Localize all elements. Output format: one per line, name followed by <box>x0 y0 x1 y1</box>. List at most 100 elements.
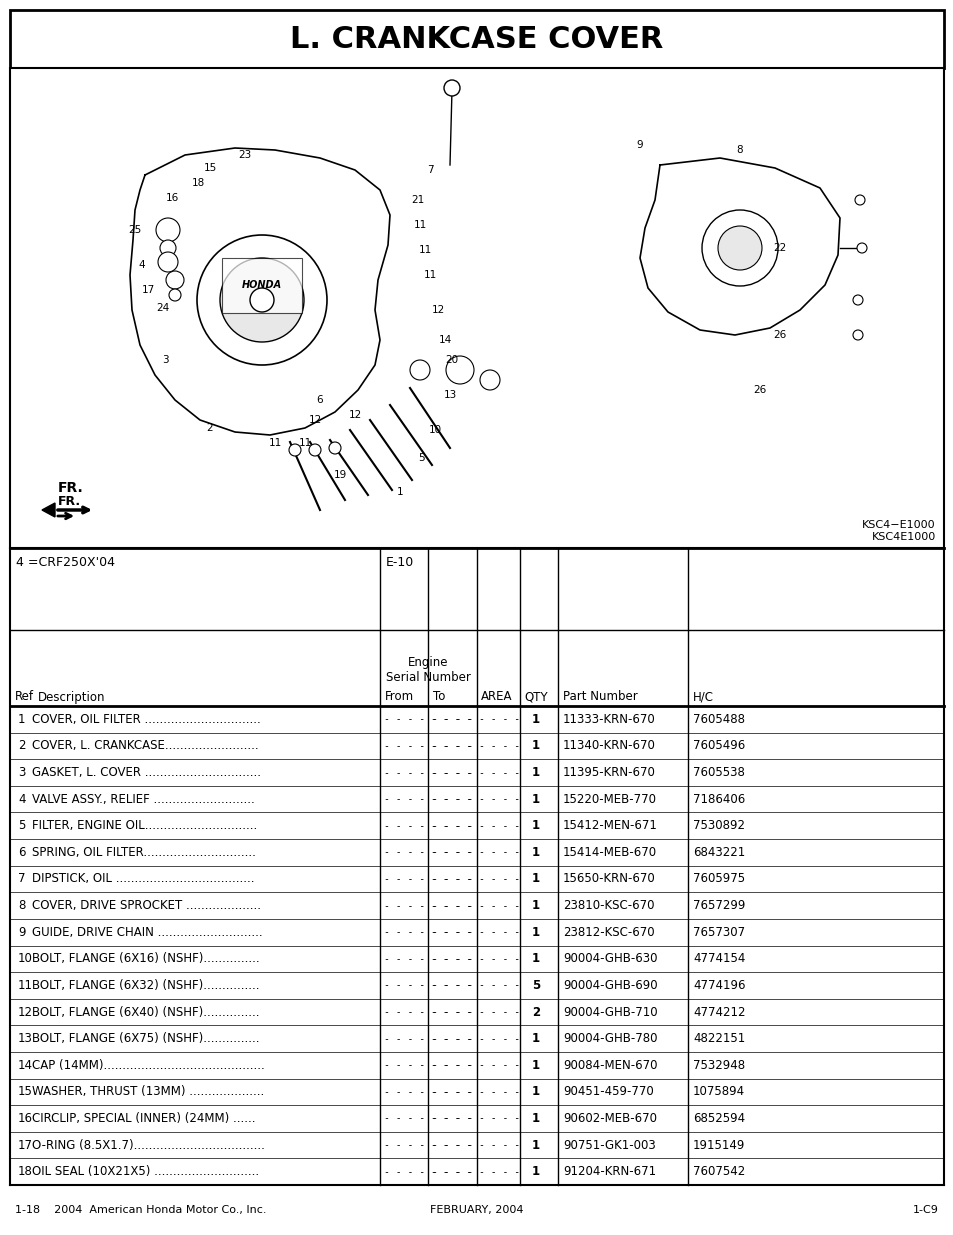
Text: 3: 3 <box>161 354 168 366</box>
Text: 7657299: 7657299 <box>692 899 744 913</box>
Text: - - - - - - - -: - - - - - - - - <box>384 874 472 884</box>
Circle shape <box>158 252 178 272</box>
Circle shape <box>160 240 175 256</box>
Text: 13: 13 <box>18 1032 32 1045</box>
Text: Ref: Ref <box>15 690 34 704</box>
Text: 9: 9 <box>18 926 26 939</box>
Text: 1: 1 <box>532 793 539 805</box>
Circle shape <box>156 219 180 242</box>
Text: 1075894: 1075894 <box>692 1086 744 1098</box>
Text: 90004-GHB-710: 90004-GHB-710 <box>562 1005 657 1019</box>
Text: - - - - - - - -: - - - - - - - - <box>384 981 472 990</box>
Text: 7605488: 7605488 <box>692 713 744 726</box>
Text: 90602-MEB-670: 90602-MEB-670 <box>562 1112 657 1125</box>
Text: 8: 8 <box>18 899 26 913</box>
Text: 11333-KRN-670: 11333-KRN-670 <box>562 713 655 726</box>
Text: 7657307: 7657307 <box>692 926 744 939</box>
Text: 1: 1 <box>532 766 539 779</box>
Text: 11: 11 <box>268 438 281 448</box>
Text: - - - - - - - -: - - - - - - - - <box>432 794 519 804</box>
Text: 23: 23 <box>238 149 252 161</box>
Text: 1: 1 <box>532 899 539 913</box>
Text: E-10: E-10 <box>386 556 414 569</box>
Bar <box>10 10 943 68</box>
Text: DIPSTICK, OIL .....................................: DIPSTICK, OIL ..........................… <box>32 872 254 885</box>
Text: - - - - - - - -: - - - - - - - - <box>432 874 519 884</box>
Text: - - - - - - - -: - - - - - - - - <box>384 1114 472 1124</box>
Text: 2: 2 <box>532 1005 539 1019</box>
Circle shape <box>479 370 499 390</box>
Circle shape <box>446 356 474 384</box>
Text: FR.: FR. <box>58 480 84 495</box>
Circle shape <box>250 288 274 312</box>
Text: H/C: H/C <box>692 690 713 704</box>
Text: 90004-GHB-780: 90004-GHB-780 <box>562 1032 657 1045</box>
Text: 1: 1 <box>532 1086 539 1098</box>
Text: 3: 3 <box>18 766 26 779</box>
Text: - - - - - - - -: - - - - - - - - <box>384 927 472 937</box>
Text: - - - - - - - -: - - - - - - - - <box>432 1034 519 1044</box>
Text: CAP (14MM)...........................................: CAP (14MM)..............................… <box>32 1058 265 1072</box>
Circle shape <box>718 226 761 270</box>
Circle shape <box>169 289 181 301</box>
Circle shape <box>166 270 184 289</box>
Text: 15: 15 <box>18 1086 32 1098</box>
Text: 90004-GHB-630: 90004-GHB-630 <box>562 952 657 966</box>
Text: O-RING (8.5X1.7)...................................: O-RING (8.5X1.7)........................… <box>32 1139 265 1151</box>
Text: 8: 8 <box>736 144 742 156</box>
Text: 7532948: 7532948 <box>692 1058 744 1072</box>
Text: 1: 1 <box>532 1165 539 1178</box>
Text: VALVE ASSY., RELIEF ...........................: VALVE ASSY., RELIEF ....................… <box>32 793 254 805</box>
Polygon shape <box>42 503 55 517</box>
Text: - - - - - - - -: - - - - - - - - <box>384 1034 472 1044</box>
Text: 15414-MEB-670: 15414-MEB-670 <box>562 846 657 858</box>
Text: From: From <box>385 690 414 704</box>
Text: 1915149: 1915149 <box>692 1139 744 1151</box>
Text: 90451-459-770: 90451-459-770 <box>562 1086 653 1098</box>
Text: FEBRUARY, 2004: FEBRUARY, 2004 <box>430 1205 523 1215</box>
Text: 7605538: 7605538 <box>692 766 744 779</box>
Text: - - - - - - - -: - - - - - - - - <box>384 847 472 857</box>
Text: 12: 12 <box>18 1005 33 1019</box>
Text: OIL SEAL (10X21X5) ............................: OIL SEAL (10X21X5) .....................… <box>32 1165 259 1178</box>
Text: 1: 1 <box>532 1112 539 1125</box>
Text: 2: 2 <box>207 424 213 433</box>
Text: L. CRANKCASE COVER: L. CRANKCASE COVER <box>290 25 663 53</box>
Text: 4: 4 <box>18 793 26 805</box>
Text: 4 =CRF250X'04: 4 =CRF250X'04 <box>16 556 115 569</box>
Text: KSC4−E1000: KSC4−E1000 <box>862 520 935 530</box>
Text: 26: 26 <box>753 385 766 395</box>
Text: 25: 25 <box>129 225 141 235</box>
Text: 4: 4 <box>138 261 145 270</box>
Text: 11340-KRN-670: 11340-KRN-670 <box>562 740 655 752</box>
Text: COVER, OIL FILTER ...............................: COVER, OIL FILTER ......................… <box>32 713 260 726</box>
Text: 12: 12 <box>308 415 321 425</box>
Text: 1: 1 <box>532 926 539 939</box>
Text: FR.: FR. <box>58 495 81 508</box>
Circle shape <box>852 330 862 340</box>
Text: 1: 1 <box>532 1139 539 1151</box>
Text: - - - - - - - -: - - - - - - - - <box>432 1007 519 1018</box>
Circle shape <box>410 359 430 380</box>
Text: - - - - - - - -: - - - - - - - - <box>432 900 519 910</box>
Text: 11: 11 <box>18 979 33 992</box>
Text: 9: 9 <box>636 140 642 149</box>
Text: - - - - - - - -: - - - - - - - - <box>432 927 519 937</box>
Text: 1: 1 <box>18 713 26 726</box>
Text: 6: 6 <box>18 846 26 858</box>
Text: BOLT, FLANGE (6X75) (NSHF)...............: BOLT, FLANGE (6X75) (NSHF)..............… <box>32 1032 259 1045</box>
Text: 11: 11 <box>423 270 436 280</box>
Text: - - - - - - - -: - - - - - - - - <box>384 714 472 724</box>
Text: - - - - - - - -: - - - - - - - - <box>384 1061 472 1071</box>
Bar <box>222 258 302 312</box>
Text: 1: 1 <box>532 1058 539 1072</box>
Circle shape <box>852 295 862 305</box>
Text: 1: 1 <box>532 740 539 752</box>
Bar <box>10 68 943 548</box>
Circle shape <box>309 445 320 456</box>
Text: 14: 14 <box>18 1058 33 1072</box>
Text: - - - - - - - -: - - - - - - - - <box>432 1061 519 1071</box>
Text: - - - - - - - -: - - - - - - - - <box>384 767 472 778</box>
Text: 17: 17 <box>141 285 154 295</box>
Text: - - - - - - - -: - - - - - - - - <box>384 1167 472 1177</box>
